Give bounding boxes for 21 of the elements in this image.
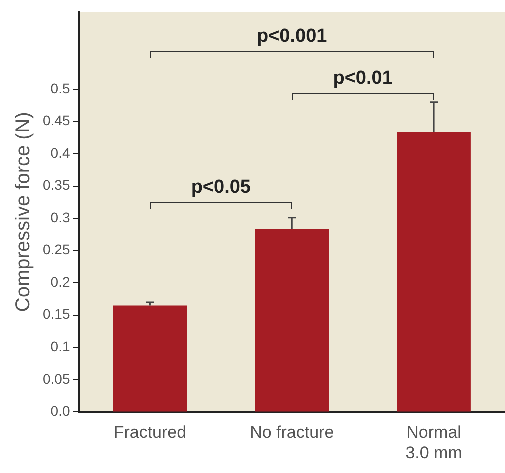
y-tick-label: 0.45 xyxy=(43,112,70,129)
x-tick-label: No fracture xyxy=(250,423,334,442)
annotation: p<0.01 xyxy=(333,68,393,90)
bar xyxy=(255,230,330,412)
y-axis-title: Compressive force (N) xyxy=(12,112,35,312)
y-tick-label: 0.25 xyxy=(43,242,70,258)
annotation: p<0.001 xyxy=(256,26,328,48)
y-tick-label: 0.4 xyxy=(50,144,70,161)
y-tick-label: 0.1 xyxy=(50,338,70,355)
y-tick-label: 0.5 xyxy=(50,80,70,96)
y-tick-label: 0.0 xyxy=(50,403,70,420)
y-tick-label: 0.35 xyxy=(43,177,70,194)
y-tick-label: 0.2 xyxy=(50,274,70,290)
y-tick-label: 0.05 xyxy=(43,370,70,387)
y-tick-label: 0.3 xyxy=(50,209,70,226)
annotation: p<0.05 xyxy=(191,177,251,200)
bar xyxy=(113,306,188,412)
bar xyxy=(397,132,471,412)
x-tick-label: Fractured xyxy=(114,423,187,442)
x-tick-label: Normal 3.0 mm xyxy=(406,423,462,462)
y-tick-label: 0.15 xyxy=(43,306,70,322)
